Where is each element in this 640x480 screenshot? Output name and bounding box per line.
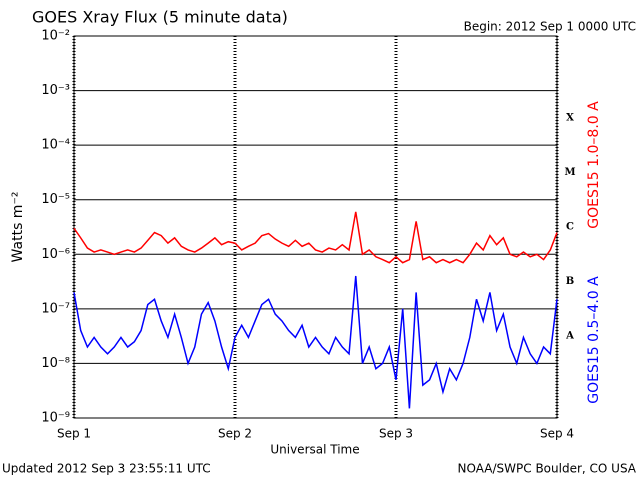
y-tick-label: 10⁻⁶ — [41, 247, 70, 262]
footer-right: NOAA/SWPC Boulder, CO USA — [458, 462, 637, 476]
y-tick-label: 10⁻⁹ — [41, 411, 70, 426]
series-line — [73, 211, 558, 264]
y-tick-label: 10⁻³ — [41, 83, 70, 98]
chart-title: GOES Xray Flux (5 minute data) — [32, 8, 288, 27]
flare-class-label: M — [564, 167, 575, 178]
y-tick-label: 10⁻⁷ — [41, 301, 70, 316]
legend-entry: GOES15 1.0–8.0 A — [586, 101, 602, 229]
x-tick-label: Sep 1 — [57, 427, 91, 441]
x-tick-label: Sep 3 — [379, 427, 413, 441]
y-tick-label: 10⁻⁴ — [41, 138, 70, 153]
y-axis-label: Watts m⁻² — [10, 192, 26, 263]
chart-subtitle: Begin: 2012 Sep 1 0000 UTC — [464, 20, 636, 34]
y-tick-label: 10⁻² — [41, 29, 70, 44]
footer-left: Updated 2012 Sep 3 23:55:11 UTC — [2, 462, 211, 476]
y-tick-label: 10⁻⁸ — [41, 356, 70, 371]
flare-class-label: C — [566, 222, 574, 233]
x-tick-label: Sep 2 — [218, 427, 252, 441]
legend-entry: GOES15 0.5–4.0 A — [586, 276, 602, 404]
series-line — [73, 275, 558, 409]
flare-class-label: B — [566, 276, 574, 287]
y-tick-label: 10⁻⁵ — [41, 192, 70, 207]
x-axis-label: Universal Time — [270, 443, 359, 457]
flare-class-label: A — [565, 331, 574, 342]
flare-class-label: X — [566, 112, 574, 123]
x-tick-label: Sep 4 — [540, 427, 574, 441]
